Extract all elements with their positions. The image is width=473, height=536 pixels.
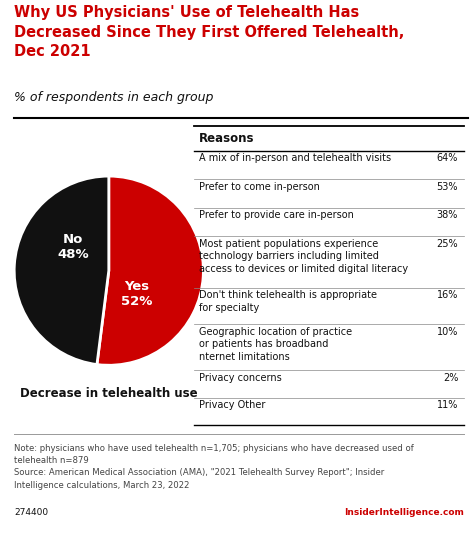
Text: 16%: 16% [437, 290, 458, 300]
Wedge shape [97, 176, 203, 365]
Text: Decrease in telehealth use: Decrease in telehealth use [20, 386, 198, 399]
Text: Don't think telehealth is appropriate
for specialty: Don't think telehealth is appropriate fo… [199, 290, 377, 312]
Text: A mix of in-person and telehealth visits: A mix of in-person and telehealth visits [199, 153, 392, 163]
Text: InsiderIntelligence.com: InsiderIntelligence.com [344, 508, 464, 517]
Text: No
48%: No 48% [57, 233, 88, 261]
Wedge shape [14, 176, 109, 364]
Text: 2%: 2% [443, 373, 458, 383]
Text: 64%: 64% [437, 153, 458, 163]
Text: Prefer to come in-person: Prefer to come in-person [199, 182, 320, 192]
Text: Prefer to provide care in-person: Prefer to provide care in-person [199, 210, 354, 220]
Text: 53%: 53% [437, 182, 458, 192]
Text: 25%: 25% [437, 239, 458, 249]
Text: Yes
52%: Yes 52% [122, 280, 153, 308]
Text: Why US Physicians' Use of Telehealth Has
Decreased Since They First Offered Tele: Why US Physicians' Use of Telehealth Has… [14, 5, 404, 59]
Text: Note: physicians who have used telehealth n=1,705; physicians who have decreased: Note: physicians who have used telehealt… [14, 444, 414, 489]
Text: Most patient populations experience
technology barriers including limited
access: Most patient populations experience tech… [199, 239, 409, 274]
Text: Geographic location of practice
or patients has broadband
nternet limitations: Geographic location of practice or patie… [199, 327, 352, 362]
Text: Privacy Other: Privacy Other [199, 400, 266, 410]
Text: % of respondents in each group: % of respondents in each group [14, 91, 214, 104]
Text: Privacy concerns: Privacy concerns [199, 373, 282, 383]
Text: 274400: 274400 [14, 508, 48, 517]
Text: Reasons: Reasons [199, 132, 255, 145]
Text: 11%: 11% [437, 400, 458, 410]
Text: 10%: 10% [437, 327, 458, 337]
Text: 38%: 38% [437, 210, 458, 220]
